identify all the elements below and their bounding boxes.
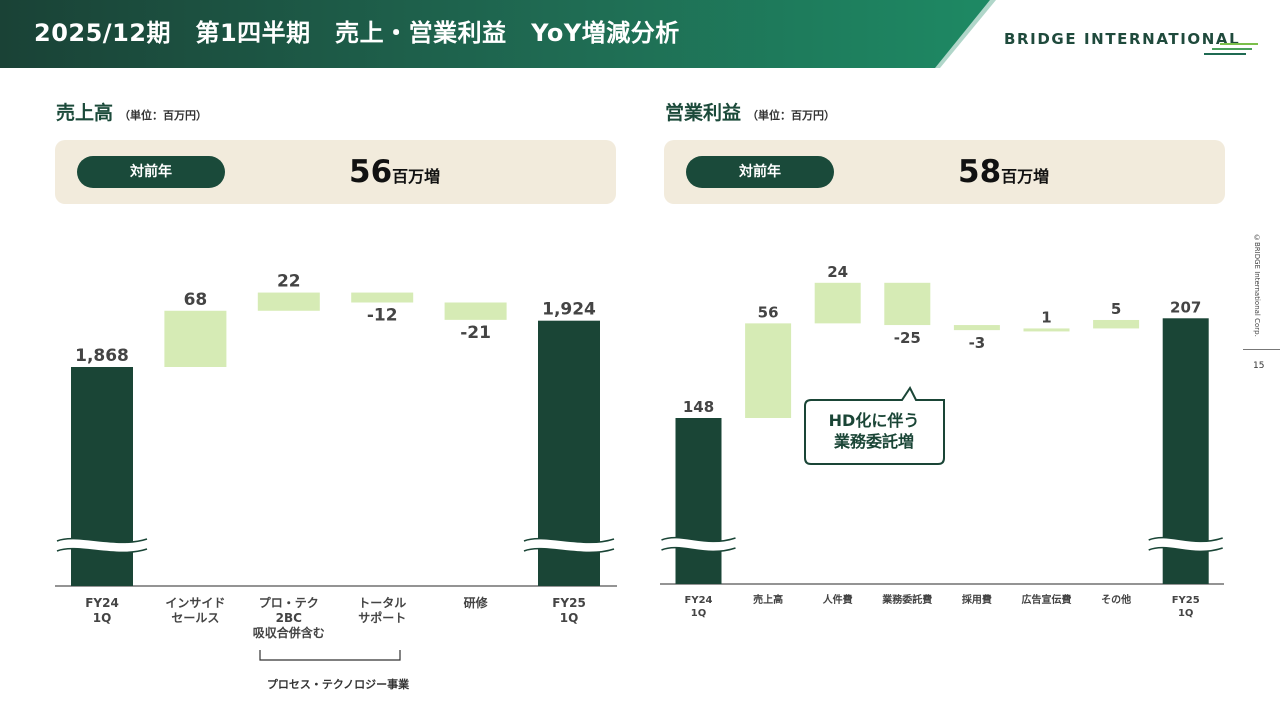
data-label-1: 56 bbox=[758, 303, 779, 321]
op-yoy-suffix: 百万増 bbox=[1001, 167, 1050, 186]
axis-break-line-5 bbox=[523, 537, 615, 544]
bar-4 bbox=[444, 302, 507, 320]
op-unit: （単位：百万円） bbox=[747, 109, 836, 122]
tick-label-0: FY24 1Q bbox=[85, 596, 119, 625]
side-divider bbox=[1243, 349, 1280, 350]
op-title: 営業利益 bbox=[665, 102, 742, 124]
copyright-text: ©BRIDGE International Corp. bbox=[1253, 234, 1261, 337]
op-yoy-number: 58 bbox=[958, 154, 1002, 190]
op-waterfall-chart: 148 FY24 1Q 56 売上高 24 人件費 -25 業務委託費 -3 採用費 1 広告宣伝費 5 そ… bbox=[660, 263, 1224, 619]
page-title: 2025/12期 第1四半期 売上・営業利益 YoY増減分析 bbox=[34, 19, 680, 47]
axis-break-line-b-7 bbox=[1148, 546, 1223, 553]
tick-label-4: 採用費 bbox=[962, 593, 992, 606]
sales-section-title: 売上高 （単位：百万円） bbox=[56, 98, 207, 125]
bar-0 bbox=[675, 418, 722, 584]
company-logo: BRIDGE INTERNATIONAL bbox=[1000, 28, 1260, 58]
data-label-7: 207 bbox=[1170, 298, 1201, 316]
tick-label-4: 研修 bbox=[464, 595, 489, 610]
op-yoy-value: 58百万増 bbox=[958, 154, 1049, 190]
data-label-0: 148 bbox=[683, 398, 714, 416]
callout-bubble bbox=[804, 386, 945, 465]
data-label-3: -12 bbox=[367, 305, 398, 325]
axis-break-line-0 bbox=[661, 536, 736, 543]
op-yoy-badge: 対前年 bbox=[686, 156, 834, 188]
axis-break-line-0 bbox=[56, 537, 148, 544]
tick-label-1: 売上高 bbox=[753, 593, 783, 606]
data-label-2: 24 bbox=[827, 263, 848, 281]
header-band bbox=[0, 0, 1000, 68]
tick-label-1: インサイドセールス bbox=[165, 596, 225, 625]
callout-text: HD化に伴う業務委託増 bbox=[829, 411, 920, 451]
tick-label-0: FY24 1Q bbox=[685, 595, 713, 619]
axis-break-line-b-0 bbox=[661, 546, 736, 553]
data-label-4: -3 bbox=[969, 334, 986, 352]
bar-1 bbox=[745, 323, 792, 418]
bar-6 bbox=[1093, 319, 1140, 329]
axis-break-gap-0 bbox=[57, 538, 147, 553]
bar-2 bbox=[257, 292, 320, 311]
axis-break-gap-7 bbox=[1148, 537, 1223, 552]
op-section-title: 営業利益 （単位：百万円） bbox=[665, 98, 835, 125]
sales-yoy-badge: 対前年 bbox=[77, 156, 225, 188]
axis-break-line-7 bbox=[1148, 536, 1223, 543]
data-label-6: 5 bbox=[1111, 300, 1121, 318]
tick-label-7: FY25 1Q bbox=[1172, 595, 1200, 619]
data-label-5: 1,924 bbox=[542, 300, 596, 320]
tick-label-3: トータルサポート bbox=[358, 596, 406, 625]
bar-3 bbox=[884, 282, 931, 326]
sales-waterfall-chart: 1,868 FY24 1Q 68 インサイドセールス 22 プロ・テク 2BC 吸収合併含む -1… bbox=[55, 272, 617, 691]
header-bar: 2025/12期 第1四半期 売上・営業利益 YoY増減分析 BRIDGE IN… bbox=[0, 0, 1280, 68]
bar-1 bbox=[164, 310, 227, 367]
logo-stripes-icon bbox=[1204, 43, 1258, 55]
tick-label-6: その他 bbox=[1101, 593, 1131, 606]
data-label-5: 1 bbox=[1041, 308, 1051, 326]
op-summary-box: 対前年 58百万増 bbox=[664, 140, 1225, 204]
header-shape bbox=[930, 0, 1280, 68]
axis-break-line-b-0 bbox=[56, 547, 148, 554]
data-label-1: 68 bbox=[184, 290, 208, 310]
sales-yoy-value: 56百万増 bbox=[349, 154, 440, 190]
sales-title: 売上高 bbox=[56, 102, 114, 124]
data-label-0: 1,868 bbox=[75, 346, 129, 366]
segment-bracket-label: プロセス・テクノロジー事業 bbox=[267, 677, 410, 691]
page-number: 15 bbox=[1253, 361, 1265, 371]
axis-break-line-b-5 bbox=[523, 547, 615, 554]
sales-yoy-suffix: 百万増 bbox=[392, 167, 441, 186]
sales-unit: （単位：百万円） bbox=[119, 109, 208, 122]
tick-label-3: 業務委託費 bbox=[881, 593, 932, 606]
bar-5 bbox=[1023, 328, 1070, 332]
segment-bracket bbox=[259, 650, 401, 661]
data-label-3: -25 bbox=[894, 329, 921, 347]
tick-label-5: FY25 1Q bbox=[552, 596, 586, 625]
tick-label-2: プロ・テク 2BC 吸収合併含む bbox=[253, 595, 325, 640]
bar-3 bbox=[351, 292, 414, 303]
tick-label-5: 広告宣伝費 bbox=[1022, 593, 1072, 606]
axis-break-gap-5 bbox=[524, 538, 614, 553]
sales-summary-box: 対前年 56百万増 bbox=[55, 140, 616, 204]
bar-4 bbox=[953, 325, 1000, 331]
data-label-2: 22 bbox=[277, 272, 301, 292]
tick-label-2: 人件費 bbox=[823, 593, 853, 606]
data-label-4: -21 bbox=[460, 323, 491, 343]
logo-text: BRIDGE INTERNATIONAL bbox=[1004, 30, 1241, 48]
sales-yoy-number: 56 bbox=[349, 154, 393, 190]
bar-2 bbox=[814, 282, 861, 324]
axis-break-gap-0 bbox=[661, 537, 736, 552]
